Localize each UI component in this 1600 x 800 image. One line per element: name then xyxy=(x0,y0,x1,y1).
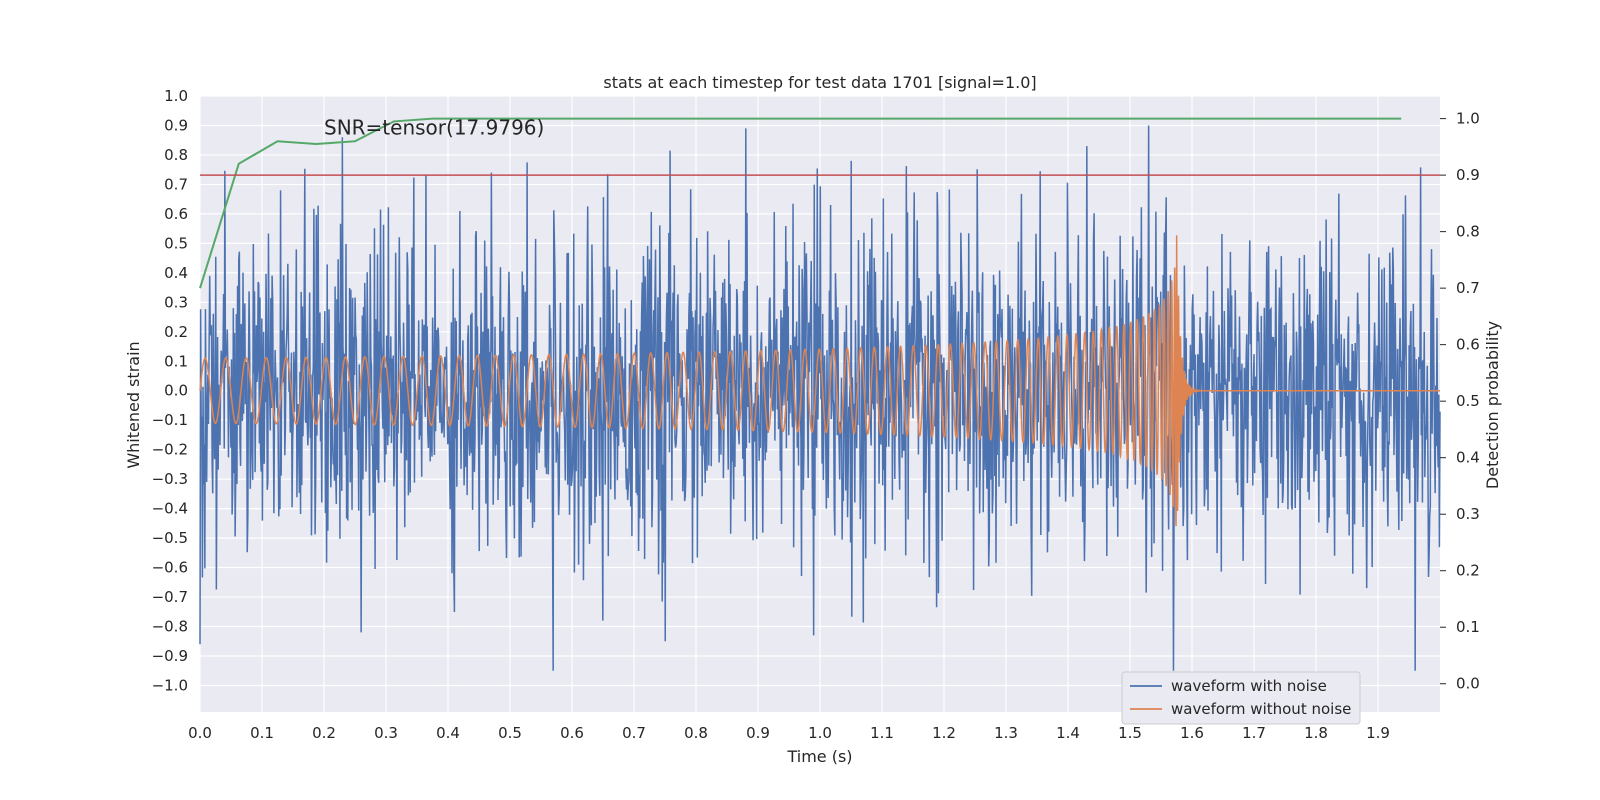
y2-tick-label: 1.0 xyxy=(1456,110,1480,128)
x-tick-label: 0.5 xyxy=(498,724,522,742)
x-axis-label: Time (s) xyxy=(786,747,852,766)
y-tick-label: −0.1 xyxy=(152,411,188,429)
y2-tick-label: 0.4 xyxy=(1456,449,1480,467)
y-tick-label: 0.6 xyxy=(164,205,188,223)
snr-annotation: SNR=tensor(17.9796) xyxy=(324,115,544,139)
y2-tick-label: 0.5 xyxy=(1456,392,1480,410)
y2-tick-label: 0.8 xyxy=(1456,223,1480,241)
y-tick-label: 0.0 xyxy=(164,382,188,400)
y-tick-label: 0.9 xyxy=(164,116,188,134)
y2-tick-label: 0.0 xyxy=(1456,675,1480,693)
y-tick-label: 0.7 xyxy=(164,175,188,193)
legend-label-noisy: waveform with noise xyxy=(1171,677,1327,695)
y-tick-label: −1.0 xyxy=(152,676,188,694)
legend-label-clean: waveform without noise xyxy=(1171,700,1351,718)
x-tick-label: 0.7 xyxy=(622,724,646,742)
y-tick-label: −0.2 xyxy=(152,441,188,459)
y-tick-label: −0.7 xyxy=(152,588,188,606)
series-detection-probability xyxy=(199,117,1402,289)
x-tick-label: 1.8 xyxy=(1304,724,1328,742)
x-tick-label: 0.4 xyxy=(436,724,460,742)
y-tick-label: 0.4 xyxy=(164,264,188,282)
legend-box xyxy=(1121,671,1361,725)
x-tick-label: 1.9 xyxy=(1366,724,1390,742)
y-tick-label: 0.2 xyxy=(164,323,188,341)
x-tick-label: 0.0 xyxy=(188,724,212,742)
y2-tick-label: 0.9 xyxy=(1456,166,1480,184)
y-tick-label: 0.1 xyxy=(164,352,188,370)
y-axis-label: Whitened strain xyxy=(124,341,143,468)
y-tick-label: −0.6 xyxy=(152,559,188,577)
x-tick-label: 0.3 xyxy=(374,724,398,742)
y2-axis-label: Detection probability xyxy=(1483,321,1502,489)
y-tick-label: 0.5 xyxy=(164,234,188,252)
y2-tick-label: 0.6 xyxy=(1456,336,1480,354)
x-tick-label: 1.3 xyxy=(994,724,1018,742)
x-tick-label: 1.5 xyxy=(1118,724,1142,742)
y2-tick-label: 0.3 xyxy=(1456,505,1480,523)
x-axis-ticks: 0.0 0.1 0.2 0.3 0.4 0.5 0.6 0.7 0.8 0.9 1.0 1.1 1.2 1… xyxy=(188,724,1390,742)
y-tick-label: 0.3 xyxy=(164,293,188,311)
y-tick-label: −0.3 xyxy=(152,470,188,488)
x-tick-label: 1.4 xyxy=(1056,724,1080,742)
x-tick-label: 1.7 xyxy=(1242,724,1266,742)
series-waveform-without-noise xyxy=(199,235,1440,527)
y-tick-label: −0.4 xyxy=(152,500,188,518)
y-tick-label: −0.8 xyxy=(152,618,188,636)
x-tick-label: 0.9 xyxy=(746,724,770,742)
x-tick-label: 1.6 xyxy=(1180,724,1204,742)
series-waveform-with-noise xyxy=(199,125,1441,671)
y2-tick-label: 0.7 xyxy=(1456,279,1480,297)
series-layer xyxy=(199,117,1441,671)
y-tick-label: 1.0 xyxy=(164,87,188,105)
y-axis-ticks: 1.0 0.9 0.8 0.7 0.6 0.5 0.4 0.3 0.2 0.1 0.0 −0.1 −0.… xyxy=(152,87,188,694)
y2-axis-ticks: 1.0 0.9 0.8 0.7 0.6 0.5 0.4 0.3 0.2 0.1 0.0 xyxy=(1440,110,1480,693)
x-tick-label: 0.6 xyxy=(560,724,584,742)
x-tick-label: 0.1 xyxy=(250,724,274,742)
y2-tick-label: 0.2 xyxy=(1456,562,1480,580)
y-tick-label: −0.9 xyxy=(152,647,188,665)
y-tick-label: 0.8 xyxy=(164,146,188,164)
y2-tick-label: 0.1 xyxy=(1456,618,1480,636)
x-tick-label: 1.0 xyxy=(808,724,832,742)
chart-title: stats at each timestep for test data 170… xyxy=(603,73,1036,92)
x-tick-label: 1.1 xyxy=(870,724,894,742)
x-tick-label: 0.8 xyxy=(684,724,708,742)
x-tick-label: 1.2 xyxy=(932,724,956,742)
legend: waveform with noise waveform without noi… xyxy=(1121,671,1361,725)
x-tick-label: 0.2 xyxy=(312,724,336,742)
y-tick-label: −0.5 xyxy=(152,529,188,547)
